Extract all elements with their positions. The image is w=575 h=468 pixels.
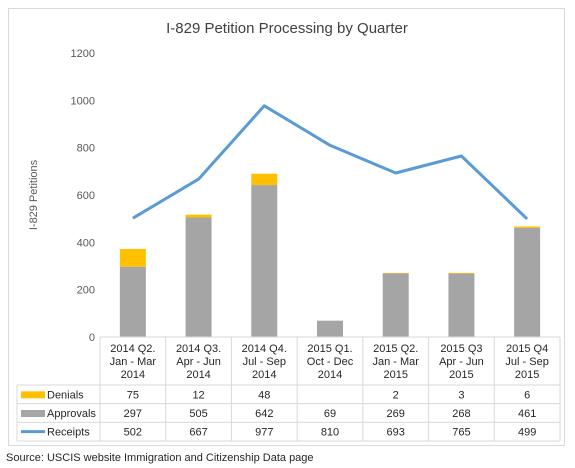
bar-denials [185, 214, 212, 218]
x-tick-label: 2014 Q4. [242, 343, 287, 355]
x-tick-label: 2014 Q2. [110, 343, 155, 355]
data-label-approvals: 461 [518, 408, 536, 420]
bar-denials [514, 226, 541, 228]
data-label-receipts: 977 [255, 427, 273, 439]
y-tick-label: 1200 [71, 48, 95, 60]
x-tick-label: 2015 [449, 369, 473, 381]
chart-svg: I-829 Petition Processing by Quarter I-82… [16, 20, 561, 442]
data-label-approvals: 69 [324, 408, 336, 420]
data-label-denials: 2 [393, 389, 399, 401]
y-tick-label: 200 [77, 285, 95, 297]
bar-approvals [251, 185, 278, 337]
data-label-denials: 6 [524, 389, 530, 401]
x-tick-label: 2014 [252, 369, 276, 381]
legend-label-receipts: Receipts [47, 427, 90, 439]
x-tick-label: Jan - Mar [110, 356, 157, 368]
legend-key-denials [21, 391, 45, 399]
y-tick-label: 1000 [71, 95, 95, 107]
bar-denials [119, 248, 146, 267]
chart-frame: I-829 Petition Processing by Quarter I-82… [8, 8, 565, 446]
x-tick-label: 2015 Q1. [307, 343, 352, 355]
x-tick-label: 2015 [515, 369, 539, 381]
data-label-denials: 48 [258, 389, 270, 401]
bar-approvals [448, 273, 475, 337]
y-tick-label: 800 [77, 143, 95, 155]
x-tick-label: 2014 Q3. [176, 343, 221, 355]
y-tick-label: 0 [89, 332, 95, 344]
legend-key-approvals [21, 410, 45, 417]
x-tick-label: 2014 [186, 369, 210, 381]
data-label-approvals: 642 [255, 408, 273, 420]
data-label-denials: 75 [127, 389, 139, 401]
y-tick-label: 600 [77, 190, 95, 202]
bar-denials [251, 173, 278, 186]
data-label-receipts: 502 [124, 427, 142, 439]
x-tick-label: 2014 [121, 369, 145, 381]
data-label-approvals: 269 [387, 408, 405, 420]
legend-label-denials: Denials [47, 389, 84, 401]
legend-label-approvals: Approvals [47, 408, 96, 420]
data-label-receipts: 693 [387, 427, 405, 439]
chart-title: I-829 Petition Processing by Quarter [166, 20, 408, 37]
y-tick-label: 400 [77, 237, 95, 249]
x-tick-label: Oct - Dec [307, 356, 354, 368]
source-note: Source: USCIS website Immigration and Ci… [6, 452, 314, 464]
bar-approvals [514, 227, 541, 337]
x-tick-label: 2015 Q4 [506, 343, 548, 355]
data-label-approvals: 268 [452, 408, 470, 420]
data-label-receipts: 667 [189, 427, 207, 439]
data-label-denials: 12 [192, 389, 204, 401]
data-label-approvals: 297 [124, 408, 142, 420]
data-label-denials: 3 [458, 389, 464, 401]
x-tick-label: 2015 Q2. [373, 343, 418, 355]
x-tick-label: 2015 Q3 [440, 343, 482, 355]
bar-approvals [185, 217, 212, 337]
data-label-receipts: 765 [452, 427, 470, 439]
x-tick-label: Jul - Sep [505, 356, 548, 368]
bar-denials [448, 272, 475, 274]
receipts-line [132, 104, 529, 220]
data-label-receipts: 810 [321, 427, 339, 439]
x-tick-label: Apr - Jun [439, 356, 484, 368]
x-tick-label: 2015 [383, 369, 407, 381]
x-tick-label: Jul - Sep [243, 356, 286, 368]
data-label-receipts: 499 [518, 427, 536, 439]
x-tick-label: Apr - Jun [176, 356, 221, 368]
bar-approvals [382, 273, 409, 337]
y-axis-label: I-829 Petitions [28, 159, 40, 230]
bar-approvals [317, 320, 343, 337]
data-label-approvals: 505 [189, 408, 207, 420]
x-tick-label: 2014 [318, 369, 342, 381]
x-tick-label: Jan - Mar [372, 356, 419, 368]
bar-approvals [119, 266, 146, 337]
